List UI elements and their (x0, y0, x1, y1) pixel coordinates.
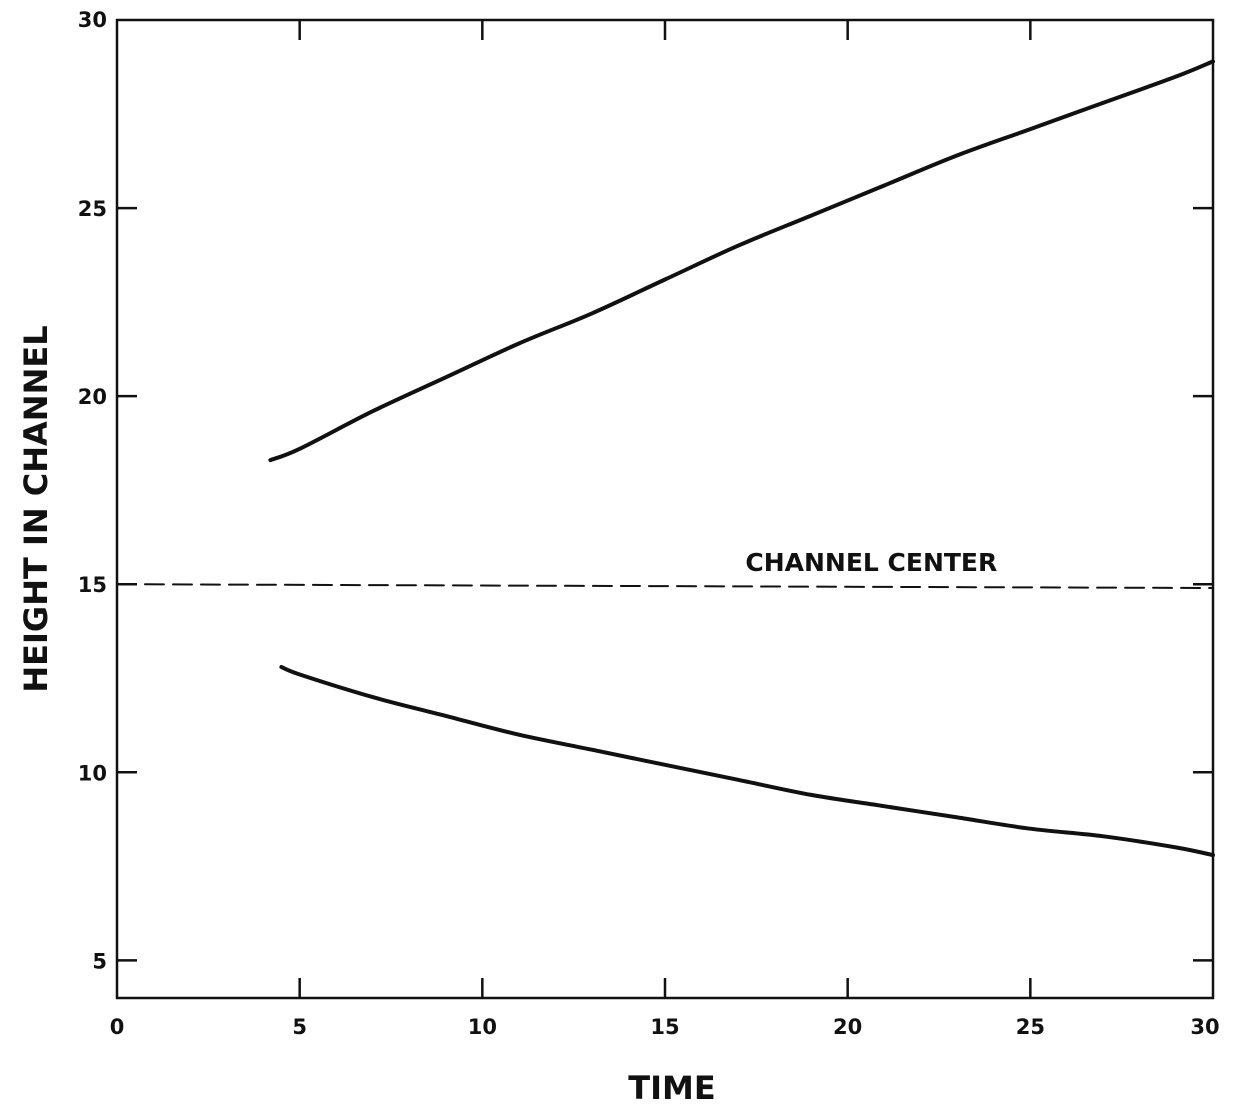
series-group (116, 59, 1215, 858)
y-tick-label: 30 (78, 8, 107, 32)
channel-center-label: CHANNEL CENTER (745, 548, 997, 577)
annotation-group: CHANNEL CENTER (745, 548, 997, 577)
x-tick-label: 5 (292, 1015, 307, 1039)
x-axis-title: TIME (628, 1069, 715, 1107)
upper-curve (268, 59, 1215, 463)
x-tick-label: 15 (650, 1015, 679, 1039)
y-tick-label: 10 (78, 761, 107, 785)
y-tick-label: 15 (78, 573, 107, 597)
plot-frame (115, 18, 1215, 1000)
lower-curve (279, 665, 1215, 858)
y-tick-label: 20 (78, 385, 107, 409)
x-tick-label: 20 (833, 1015, 862, 1039)
y-axis-title: HEIGHT IN CHANNEL (17, 325, 55, 692)
y-tick-label: 5 (92, 949, 107, 973)
x-tick-label: 0 (110, 1015, 125, 1039)
x-tick-label: 25 (1016, 1015, 1045, 1039)
y-tick-label: 25 (78, 197, 107, 221)
ticks: 0 5 10 15 20 25 30 5 10 15 20 25 30 (78, 8, 1220, 1039)
x-tick-label: 30 (1190, 1015, 1219, 1039)
x-tick-label: 10 (468, 1015, 497, 1039)
channel-center-line (116, 583, 1214, 589)
